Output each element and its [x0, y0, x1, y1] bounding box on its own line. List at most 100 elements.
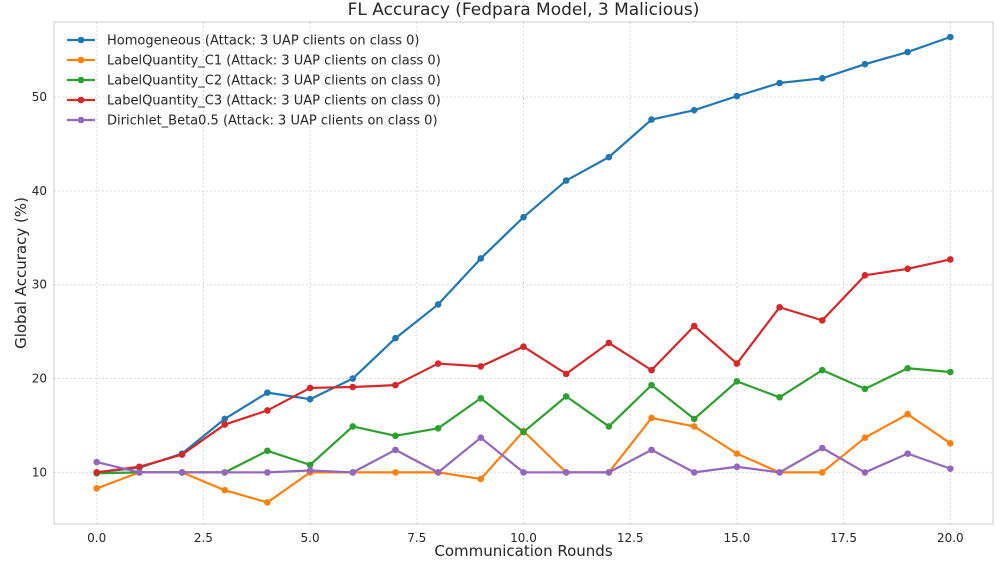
series-3 [93, 256, 954, 476]
data-point [648, 116, 655, 123]
x-tick-label: 5.0 [301, 531, 320, 545]
data-point [776, 303, 783, 311]
data-point [562, 370, 570, 378]
data-point [136, 463, 143, 471]
data-point [136, 469, 143, 476]
data-point [93, 469, 100, 476]
data-point [562, 393, 570, 400]
y-axis-label: Global Accuracy (%) [12, 197, 30, 349]
x-tick-label: 20.0 [937, 531, 964, 545]
legend-label: Homogeneous (Attack: 3 UAP clients on cl… [107, 34, 419, 49]
data-point [690, 106, 698, 114]
data-point [904, 410, 911, 418]
x-tick-label: 17.5 [830, 531, 857, 545]
data-point [733, 378, 741, 385]
data-point [264, 389, 271, 396]
x-tick-label: 12.5 [617, 531, 644, 545]
data-point [264, 499, 271, 506]
data-point [221, 421, 229, 428]
x-axis-label: Communication Rounds [434, 542, 612, 560]
data-point [520, 428, 527, 436]
legend-label: LabelQuantity_C2 (Attack: 3 UAP clients … [107, 74, 441, 89]
data-point [306, 384, 314, 392]
data-point [818, 469, 826, 476]
data-point [818, 444, 826, 452]
y-tick-label: 50 [32, 90, 47, 104]
data-point [392, 469, 399, 476]
legend-item: Homogeneous (Attack: 3 UAP clients on cl… [67, 34, 419, 49]
data-point [434, 424, 442, 432]
data-point [733, 92, 741, 100]
y-tick-label: 40 [32, 184, 47, 198]
x-tick-label: 10.0 [510, 531, 537, 545]
data-point [818, 317, 826, 324]
legend-item: LabelQuantity_C1 (Attack: 3 UAP clients … [67, 54, 441, 69]
data-point [178, 451, 186, 458]
data-point [221, 469, 229, 476]
data-point [733, 463, 741, 471]
tick-labels: 0.0 2.5 5.0 7.5 10.0 12.5 15.0 17.5 20.0 10 20 30 40… [32, 90, 964, 545]
data-point [477, 255, 485, 262]
data-point [221, 486, 229, 494]
data-point [221, 415, 229, 423]
data-point [477, 475, 485, 483]
legend-item: LabelQuantity_C2 (Attack: 3 UAP clients … [67, 74, 441, 89]
x-tick-label: 7.5 [407, 531, 426, 545]
data-point [904, 450, 911, 457]
data-point [648, 414, 655, 422]
data-point [690, 423, 698, 430]
legend-label: LabelQuantity_C3 (Attack: 3 UAP clients … [107, 94, 441, 109]
y-tick-label: 20 [32, 372, 47, 386]
data-point [904, 265, 911, 273]
data-point [648, 446, 655, 454]
data-point [947, 465, 954, 472]
data-point [776, 469, 783, 476]
data-point [648, 366, 655, 374]
data-point [648, 381, 655, 389]
data-point [349, 423, 357, 430]
x-tick-label: 15.0 [724, 531, 751, 545]
data-point [947, 440, 954, 447]
data-point [349, 375, 357, 382]
data-point [690, 415, 698, 423]
legend-swatch-marker [77, 96, 85, 104]
data-point [733, 360, 741, 367]
data-point [904, 48, 911, 56]
chart-title: FL Accuracy (Fedpara Model, 3 Malicious) [348, 0, 700, 20]
data-point [861, 272, 869, 279]
data-point [392, 446, 399, 454]
data-point [861, 434, 869, 441]
data-point [306, 467, 314, 474]
data-point [264, 447, 271, 455]
legend-swatch-marker [77, 36, 85, 44]
data-point [818, 74, 826, 82]
data-point [434, 360, 442, 367]
x-tick-label: 2.5 [194, 531, 213, 545]
legend-swatch-marker [77, 76, 85, 84]
data-point [264, 407, 271, 414]
legend-item: Dirichlet_Beta0.5 (Attack: 3 UAP clients… [67, 114, 438, 129]
data-point [562, 469, 570, 476]
data-point [947, 256, 954, 263]
data-point [434, 469, 442, 476]
data-point [690, 469, 698, 476]
data-point [477, 394, 485, 402]
data-point [178, 469, 186, 476]
data-point [392, 432, 399, 440]
data-point [733, 450, 741, 457]
data-point [477, 363, 485, 370]
data-point [93, 458, 100, 466]
data-point [947, 33, 954, 41]
data-point [776, 394, 783, 401]
legend-swatch-marker [77, 56, 85, 64]
legend-label: Dirichlet_Beta0.5 (Attack: 3 UAP clients… [107, 114, 438, 129]
series-layer [93, 33, 954, 506]
legend-item: LabelQuantity_C3 (Attack: 3 UAP clients … [67, 94, 441, 109]
x-tick-label: 0.0 [87, 531, 106, 545]
data-point [306, 395, 314, 403]
data-point [392, 334, 399, 342]
data-point [392, 381, 399, 389]
data-point [904, 364, 911, 372]
